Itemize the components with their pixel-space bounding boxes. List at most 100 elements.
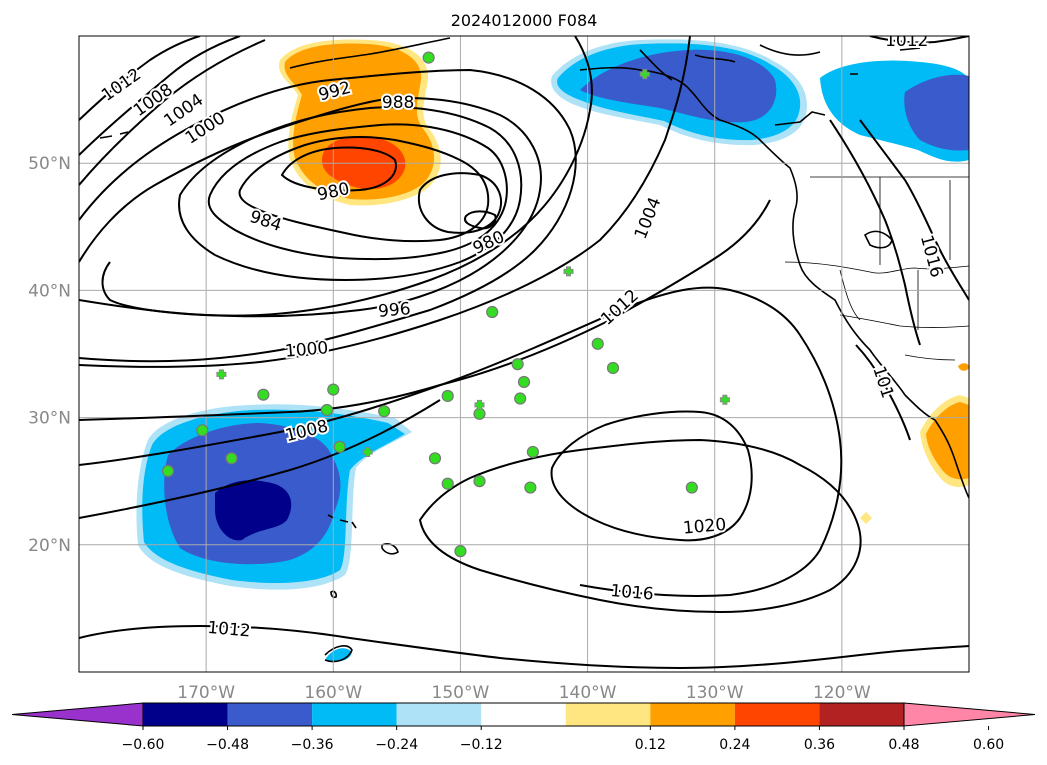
station-circle-marker (473, 475, 486, 488)
station-cross-marker (363, 447, 372, 456)
station-cross-marker (564, 267, 573, 276)
station-circle-marker (257, 388, 270, 401)
isobar-1012-se (855, 344, 911, 441)
station-cross-marker (217, 370, 226, 379)
isobar-contours (79, 36, 969, 670)
station-circle-marker (422, 51, 435, 64)
station-circle-marker (591, 337, 604, 350)
station-cross-marker (720, 395, 729, 404)
isobar-label: 1020 (682, 515, 727, 539)
colorbar-swatch (819, 703, 904, 726)
colorbar-tick-label: −0.60 (122, 737, 165, 753)
station-circle-marker (441, 389, 454, 403)
isobar-label: 996 (377, 299, 411, 322)
colorbar-swatch (227, 703, 313, 726)
isobar-1008-south (79, 199, 771, 421)
station-circle-marker (196, 424, 209, 437)
lat-tick-label: 40°N (28, 281, 71, 301)
station-circle-marker (606, 361, 620, 375)
isobar-984 (238, 136, 490, 243)
isobar-1016-east (829, 119, 921, 346)
isobar-1012 (79, 286, 843, 597)
isobar-label: 1000 (284, 338, 329, 362)
station-circle-marker (526, 445, 540, 459)
colorbar-swatch (143, 703, 228, 726)
political-borders (784, 176, 969, 361)
colorbar-tick-label: −0.12 (460, 737, 503, 753)
isobar-976 (464, 210, 497, 230)
chart-title: 2024012000 F084 (451, 11, 598, 30)
colorbar-swatch (650, 703, 735, 726)
lon-tick-label: 160°W (304, 683, 362, 703)
isobar-988 (207, 123, 508, 261)
isobar-label: 1012 (207, 618, 252, 642)
lat-tick-label: 50°N (28, 154, 71, 174)
lon-tick-label: 150°W (432, 683, 490, 703)
station-circle-marker (161, 464, 175, 478)
station-circle-marker (524, 481, 537, 494)
station-circle-marker (517, 375, 531, 389)
colorbar-swatch (481, 703, 566, 726)
graticule-grid (79, 36, 969, 672)
colorbar-tick-label: 0.24 (719, 737, 750, 753)
colorbar-tick-label: −0.48 (206, 737, 249, 753)
isobar-1012-nw (79, 36, 201, 121)
isobar-1008 (79, 36, 691, 368)
station-cross-marker (640, 70, 649, 79)
isobar-1000 (79, 68, 577, 363)
station-circle-marker (327, 383, 340, 396)
isobar-1020 (550, 410, 753, 542)
isobar-992 (178, 106, 523, 282)
isobar-label: 1016 (610, 581, 655, 605)
station-circle-marker (685, 481, 698, 494)
station-circle-marker (486, 305, 499, 319)
colorbar-tick-label: −0.36 (291, 737, 334, 753)
isobar-980-north (280, 146, 397, 192)
lon-tick-label: 120°W (813, 683, 871, 703)
coastlines (99, 37, 969, 663)
colorbar-tick-label: 0.48 (888, 737, 919, 753)
colorbar-extend-low (11, 702, 144, 727)
colorbar-swatch (734, 703, 820, 726)
observation-stations (161, 51, 730, 558)
axis-labels: 170°W 160°W 150°W 140°W 130°W 120°W 20°N 30°N 40… (28, 154, 871, 703)
isobar-1008-nw (79, 36, 241, 156)
station-circle-marker (473, 407, 486, 420)
station-circle-marker (320, 403, 334, 417)
station-circle-marker (511, 358, 524, 371)
colorbar-swatch (396, 703, 482, 726)
colorbar-tick-label: 0.36 (804, 737, 835, 753)
lat-tick-label: 20°N (28, 536, 71, 556)
station-circle-marker (225, 452, 238, 465)
isobar-label: 1012 (885, 31, 928, 51)
isobar-1012-south (79, 399, 441, 519)
isobar-980-south (417, 172, 502, 234)
colorbar-tick-label: 0.12 (635, 737, 666, 753)
isobar-label: 988 (382, 93, 414, 113)
colorbar-tick-label: 0.60 (973, 737, 1004, 753)
colorbar-tick-label: −0.24 (375, 737, 418, 753)
station-circle-marker (454, 545, 467, 558)
colorbar-swatch (312, 703, 397, 726)
station-cross-marker (475, 400, 484, 409)
map-frame (78, 35, 970, 673)
isobar-1004-east (79, 36, 593, 317)
isobar-1016-ne (859, 119, 969, 301)
colorbar-frame (142, 702, 905, 727)
colorbar: −0.60 −0.48 −0.36 −0.24 −0.12 0.12 0.24 0.36 0.4… (11, 702, 1036, 753)
station-circle-marker (378, 405, 391, 418)
isobar-1004-nw (79, 39, 266, 186)
station-circle-marker (428, 452, 442, 465)
lon-tick-label: 130°W (686, 683, 744, 703)
station-circle-marker (333, 440, 346, 453)
isobar-1012-bottom (79, 624, 969, 670)
colorbar-extend-high (903, 702, 1036, 727)
lat-tick-label: 30°N (28, 409, 71, 429)
isobar-1016 (418, 438, 862, 614)
station-circle-marker (441, 477, 454, 490)
isobar-1012-ne (869, 36, 969, 44)
station-circle-marker (514, 392, 527, 405)
lon-tick-label: 140°W (559, 683, 617, 703)
